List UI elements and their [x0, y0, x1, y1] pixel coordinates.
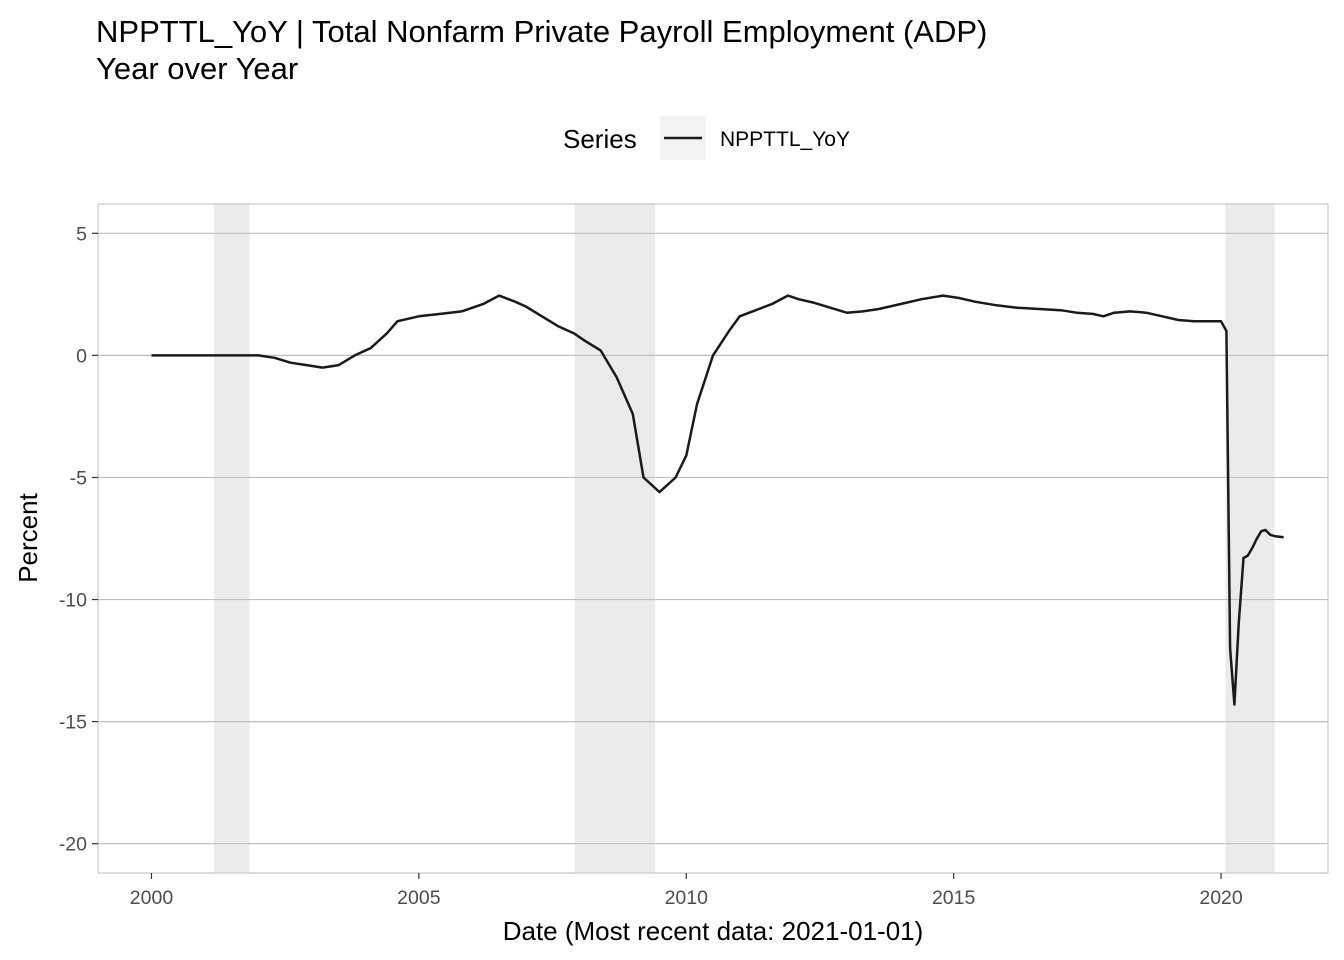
x-tick-label: 2005: [397, 887, 441, 909]
x-tick-label: 2015: [932, 887, 976, 909]
y-tick-label: -20: [59, 834, 87, 856]
gridlines: [98, 232, 1328, 845]
y-tick-label: 5: [76, 223, 87, 245]
x-tick-label: 2020: [1199, 887, 1243, 909]
series-lines: [151, 294, 1284, 706]
y-tick-label: -15: [59, 712, 87, 734]
legend: Series NPPTTL_YoY: [563, 116, 850, 160]
plot-panel: [97, 203, 1329, 874]
x-tick-label: 2000: [130, 887, 174, 909]
y-axis: 5 0 -5 -10 -15 -20: [59, 223, 98, 856]
chart-subtitle: Year over Year: [96, 51, 298, 86]
recession-band: [1225, 204, 1275, 873]
recession-band: [213, 204, 250, 873]
panel-border: [97, 203, 1329, 874]
chart-title: NPPTTL_YoY | Total Nonfarm Private Payro…: [96, 14, 987, 49]
x-axis-title: Date (Most recent data: 2021-01-01): [503, 916, 924, 946]
y-axis-title: Percent: [13, 492, 43, 582]
recession-band: [574, 204, 656, 873]
y-tick-label: -10: [59, 590, 87, 612]
y-tick-label: -5: [70, 467, 87, 489]
legend-title: Series: [563, 124, 637, 154]
recession-bands: [213, 204, 1275, 873]
legend-label: NPPTTL_YoY: [720, 128, 850, 151]
y-tick-label: 0: [76, 345, 87, 367]
x-axis: 2000 2005 2010 2015 2020: [130, 873, 1243, 909]
series-line-NPPTTL_YoY: [151, 294, 1284, 706]
x-tick-label: 2010: [665, 887, 709, 909]
